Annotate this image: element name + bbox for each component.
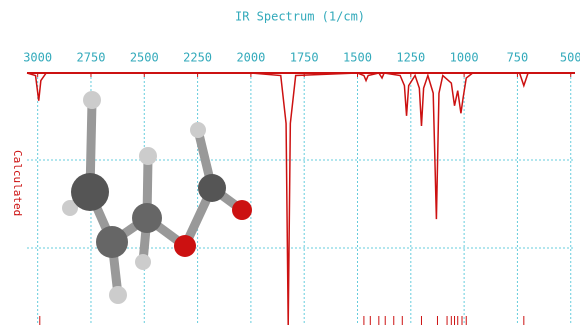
molecule bbox=[62, 91, 252, 304]
x-tick-label: 1750 bbox=[290, 51, 319, 65]
chart-title: IR Spectrum (1/cm) bbox=[235, 10, 365, 24]
x-tick-label: 2000 bbox=[236, 51, 265, 65]
x-tick-label: 1000 bbox=[450, 51, 479, 65]
x-tick-label: 1500 bbox=[343, 51, 372, 65]
chart: IR Spectrum (1/cm) Calculated 3000 2750 25… bbox=[0, 0, 580, 325]
x-tick-label: 750 bbox=[507, 51, 529, 65]
x-tick-label: 1250 bbox=[396, 51, 425, 65]
x-tick-label: 500 bbox=[560, 51, 580, 65]
marks bbox=[27, 73, 575, 325]
x-tick-label: 3000 bbox=[23, 51, 52, 65]
x-tick-label: 2750 bbox=[77, 51, 106, 65]
x-tick-label: 2500 bbox=[130, 51, 159, 65]
spectrum-line bbox=[27, 73, 575, 325]
y-axis-label: Calculated bbox=[11, 150, 24, 216]
x-tick-label: 2250 bbox=[183, 51, 212, 65]
